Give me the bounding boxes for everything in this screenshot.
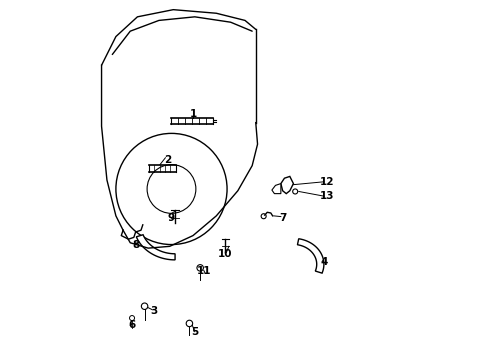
Circle shape [197, 265, 203, 271]
Circle shape [129, 316, 135, 320]
Circle shape [261, 214, 266, 219]
Text: 10: 10 [218, 248, 233, 258]
Circle shape [186, 320, 193, 327]
Text: 8: 8 [132, 239, 139, 249]
Text: 11: 11 [196, 266, 211, 276]
Text: 7: 7 [279, 213, 286, 222]
Text: 3: 3 [150, 306, 157, 316]
Polygon shape [136, 235, 175, 260]
Text: 13: 13 [320, 191, 335, 201]
Text: 4: 4 [320, 257, 328, 267]
Text: 12: 12 [320, 177, 335, 187]
Text: 5: 5 [191, 327, 198, 337]
Circle shape [293, 189, 298, 194]
Text: 1: 1 [189, 109, 196, 119]
Text: 9: 9 [168, 213, 175, 222]
Polygon shape [281, 176, 294, 194]
Circle shape [141, 303, 148, 310]
Polygon shape [272, 184, 281, 194]
Text: 6: 6 [128, 320, 136, 330]
Text: 2: 2 [164, 155, 171, 165]
Polygon shape [297, 239, 324, 273]
